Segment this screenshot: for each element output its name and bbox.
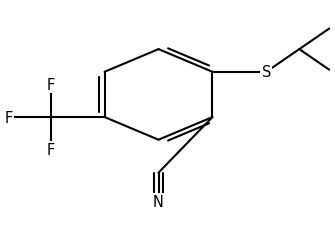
Text: F: F: [47, 77, 55, 92]
Text: F: F: [47, 143, 55, 158]
Text: N: N: [153, 194, 164, 209]
Text: F: F: [5, 110, 13, 125]
Text: S: S: [262, 65, 271, 80]
